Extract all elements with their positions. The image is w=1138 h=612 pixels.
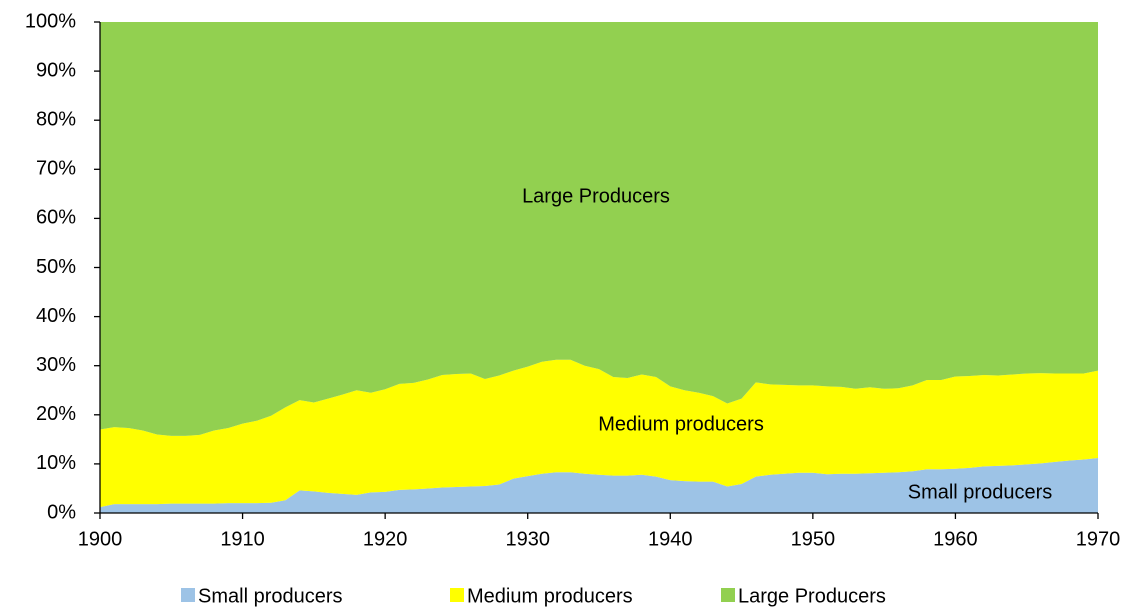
y-tick-label: 90% [36,59,76,81]
y-tick-label: 30% [36,354,76,376]
x-tick-label: 1930 [505,528,550,550]
y-tick-label: 60% [36,207,76,229]
y-tick-label: 40% [36,305,76,327]
legend-label: Small producers [198,585,343,607]
legend-label: Large Producers [738,585,886,607]
y-tick-label: 20% [36,403,76,425]
legend-swatch [181,588,195,602]
x-tick-label: 1970 [1076,528,1121,550]
y-tick-label: 0% [47,501,76,523]
x-tick-label: 1960 [933,528,978,550]
annotation: Medium producers [598,413,764,435]
annotation: Small producers [908,481,1053,503]
x-tick-label: 1940 [648,528,693,550]
x-tick-label: 1910 [220,528,265,550]
x-tick-label: 1950 [791,528,836,550]
area [100,359,1098,508]
legend-swatch [721,588,735,602]
legend-swatch [450,588,464,602]
x-tick-label: 1900 [78,528,123,550]
area [100,22,1098,436]
y-tick-label: 50% [36,256,76,278]
y-tick-label: 10% [36,452,76,474]
area [100,458,1098,513]
y-tick-label: 70% [36,158,76,180]
legend-label: Medium producers [467,585,633,607]
y-tick-label: 100% [25,10,76,32]
x-tick-label: 1920 [363,528,408,550]
annotation: Large Producers [522,185,670,207]
y-tick-label: 80% [36,108,76,130]
